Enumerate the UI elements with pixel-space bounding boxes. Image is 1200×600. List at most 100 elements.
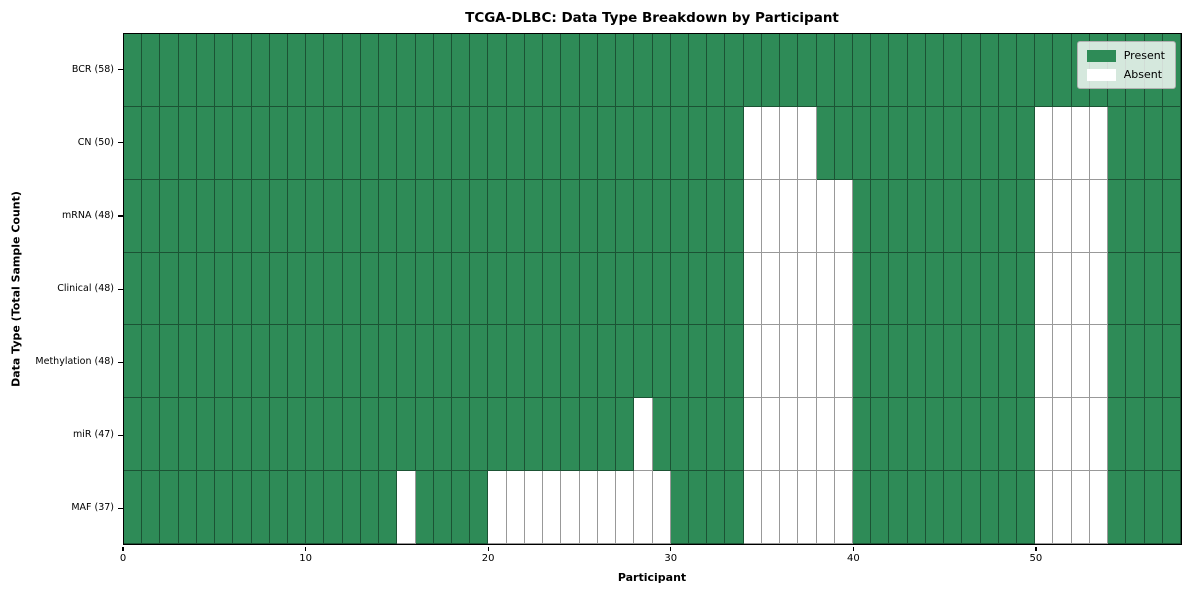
heatmap-cell	[488, 325, 507, 399]
heatmap-cell	[1144, 179, 1163, 253]
heatmap-cell	[670, 106, 689, 180]
heatmap-cell	[780, 252, 799, 326]
x-tick-label: 50	[1029, 553, 1043, 564]
x-tick-mark	[122, 546, 124, 551]
heatmap-cell	[397, 34, 416, 107]
heatmap-cell	[688, 252, 708, 326]
heatmap-cell	[1035, 471, 1054, 544]
heatmap-cell	[889, 106, 908, 180]
heatmap-cell	[579, 471, 598, 544]
heatmap-cell	[962, 398, 981, 472]
heatmap-cell	[1053, 252, 1072, 326]
heatmap-cell	[124, 34, 143, 107]
heatmap-cell	[834, 471, 853, 544]
heatmap-cell	[196, 252, 216, 326]
heatmap-cell	[944, 34, 963, 107]
heatmap-cell	[470, 398, 489, 472]
heatmap-cell	[871, 471, 890, 544]
heatmap-cell	[178, 252, 197, 326]
heatmap-cell	[1144, 398, 1163, 472]
heatmap-cell	[634, 325, 653, 399]
heatmap-cell	[1089, 179, 1109, 253]
heatmap-cell	[1016, 106, 1036, 180]
heatmap-cell	[688, 325, 708, 399]
heatmap-cell	[433, 106, 453, 180]
heatmap-cell	[652, 471, 671, 544]
x-tick-mark	[852, 546, 854, 551]
y-tick-mark	[118, 361, 123, 363]
heatmap-cell	[142, 179, 161, 253]
heatmap-cell	[798, 325, 817, 399]
heatmap-cell	[597, 106, 617, 180]
heatmap-cell	[998, 398, 1017, 472]
y-tick-label: Methylation (48)	[35, 356, 114, 368]
heatmap-cell	[871, 398, 890, 472]
y-tick-label: MAF (37)	[71, 502, 114, 514]
heatmap-cell	[597, 325, 617, 399]
heatmap-cell	[124, 398, 143, 472]
heatmap-cell	[524, 106, 544, 180]
heatmap-cell	[215, 179, 234, 253]
heatmap-cell	[707, 325, 726, 399]
heatmap-cell	[1144, 106, 1163, 180]
heatmap-cell	[124, 325, 143, 399]
heatmap-cell	[342, 106, 361, 180]
heatmap-cell	[889, 471, 908, 544]
heatmap-cell	[360, 325, 380, 399]
y-tick-label: mRNA (48)	[62, 209, 114, 221]
heatmap-cell	[1089, 471, 1109, 544]
heatmap-cell	[798, 252, 817, 326]
heatmap-cell	[233, 252, 252, 326]
heatmap-cell	[1089, 325, 1109, 399]
heatmap-cell	[616, 34, 635, 107]
heatmap-cell	[743, 398, 762, 472]
heatmap-cell	[889, 34, 908, 107]
heatmap-cell	[1126, 471, 1145, 544]
heatmap-cell	[306, 325, 325, 399]
heatmap-cell	[998, 179, 1017, 253]
heatmap-cell	[251, 252, 270, 326]
heatmap-cell	[233, 179, 252, 253]
heatmap-cell	[907, 34, 926, 107]
heatmap-cell	[379, 471, 398, 544]
heatmap-cell	[251, 179, 270, 253]
heatmap-cell	[980, 398, 999, 472]
heatmap-cell	[506, 471, 525, 544]
y-tick-label: miR (47)	[72, 429, 114, 441]
heatmap-cell	[907, 471, 926, 544]
heatmap-cell	[652, 325, 671, 399]
heatmap-cell	[215, 398, 234, 472]
heatmap-cell	[524, 325, 544, 399]
heatmap-cell	[962, 34, 981, 107]
heatmap-cell	[761, 106, 781, 180]
chart-title: TCGA-DLBC: Data Type Breakdown by Partic…	[465, 10, 839, 26]
heatmap-cell	[196, 179, 216, 253]
heatmap-cell	[1053, 179, 1072, 253]
heatmap-cell	[1162, 398, 1181, 472]
heatmap-cell	[178, 34, 197, 107]
heatmap-cell	[142, 34, 161, 107]
heatmap-cell	[543, 471, 562, 544]
heatmap-cell	[433, 179, 453, 253]
heatmap-cell	[288, 325, 307, 399]
heatmap-cell	[415, 398, 434, 472]
heatmap-cell	[233, 106, 252, 180]
heatmap-cell	[415, 179, 434, 253]
heatmap-cell	[397, 325, 416, 399]
heatmap-cell	[251, 398, 270, 472]
heatmap-cell	[397, 106, 416, 180]
heatmap-cell	[1162, 325, 1181, 399]
heatmap-cell	[196, 398, 216, 472]
heatmap-cell	[707, 398, 726, 472]
y-tick-label: Clinical (48)	[57, 283, 114, 294]
heatmap-cell	[707, 179, 726, 253]
heatmap-cell	[634, 471, 653, 544]
heatmap-cell	[579, 252, 598, 326]
heatmap-cell	[215, 106, 234, 180]
heatmap-cell	[470, 34, 489, 107]
heatmap-cell	[306, 34, 325, 107]
heatmap-cell	[616, 179, 635, 253]
heatmap-cell	[379, 325, 398, 399]
heatmap-cell	[1035, 325, 1054, 399]
heatmap-cell	[852, 325, 872, 399]
